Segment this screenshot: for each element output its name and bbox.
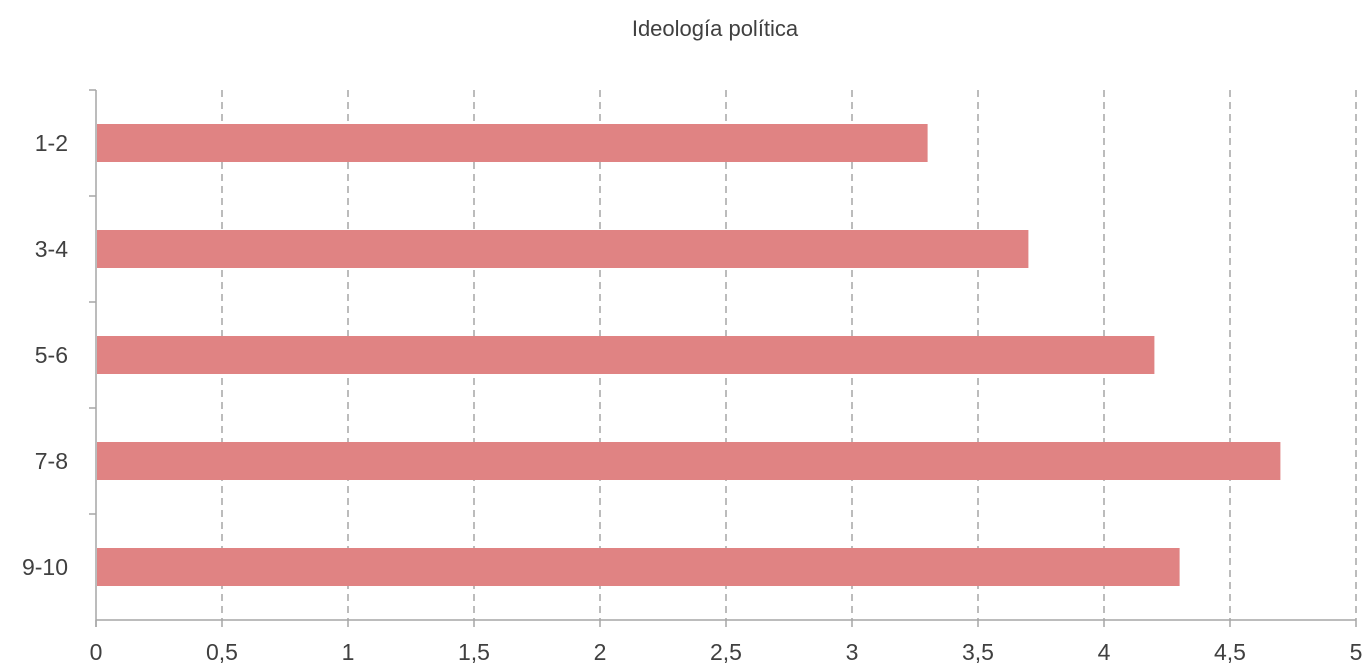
x-tick-label: 2 <box>594 639 607 665</box>
bar-1-2 <box>97 124 928 162</box>
bar-3-4 <box>97 230 1029 268</box>
x-tick-label: 0 <box>90 639 103 665</box>
x-tick-label: 1 <box>342 639 355 665</box>
chart-title: Ideología política <box>631 16 799 41</box>
x-tick-label: 1,5 <box>458 639 490 665</box>
x-tick-label: 5 <box>1350 639 1363 665</box>
bar-7-8 <box>97 442 1281 480</box>
x-tick-label: 4,5 <box>1214 639 1246 665</box>
y-category-label: 9-10 <box>22 554 68 580</box>
y-category-label: 1-2 <box>35 130 68 156</box>
y-category-label: 3-4 <box>35 236 68 262</box>
bar-5-6 <box>97 336 1155 374</box>
x-tick-label: 2,5 <box>710 639 742 665</box>
y-category-label: 5-6 <box>35 342 68 368</box>
y-category-label: 7-8 <box>35 448 68 474</box>
x-tick-label: 3,5 <box>962 639 994 665</box>
x-tick-label: 3 <box>846 639 859 665</box>
x-tick-label: 0,5 <box>206 639 238 665</box>
bar-9-10 <box>97 548 1180 586</box>
x-tick-label: 4 <box>1098 639 1111 665</box>
